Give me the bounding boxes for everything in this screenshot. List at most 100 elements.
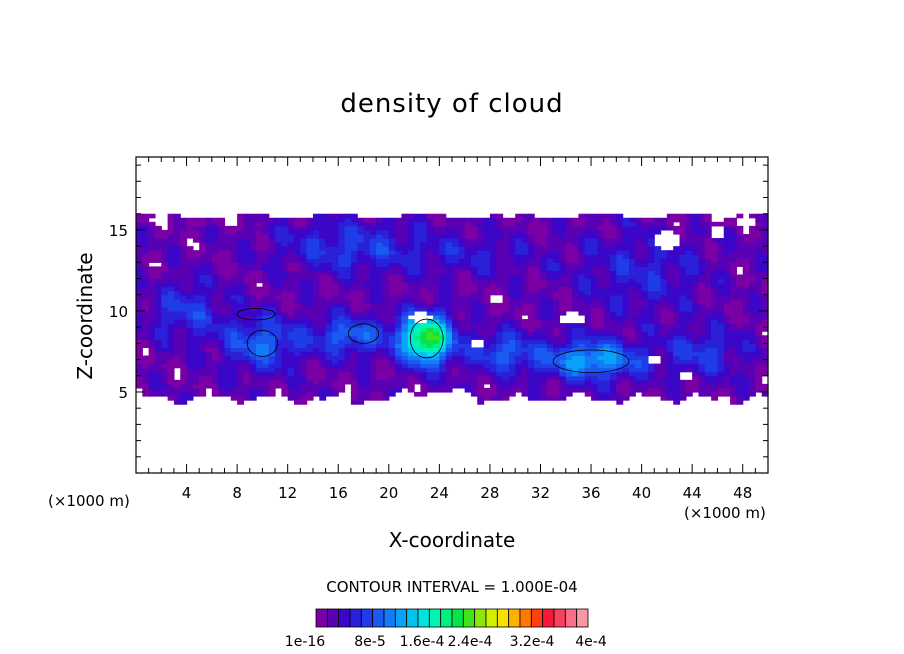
density-cell [186, 371, 194, 377]
density-cell [287, 371, 295, 377]
density-cell [761, 242, 769, 247]
density-cell [224, 278, 232, 284]
density-cell [685, 258, 693, 263]
density-cell [319, 391, 327, 397]
density-cell [331, 343, 339, 349]
density-cell [452, 339, 459, 344]
density-cell [186, 246, 194, 251]
density-cell [654, 379, 662, 385]
density-cell [230, 233, 238, 239]
density-cell [395, 323, 403, 328]
density-cell [287, 298, 295, 304]
density-cell [401, 302, 409, 308]
density-cell [673, 400, 681, 405]
density-cell [534, 335, 542, 340]
density-cell [470, 331, 478, 336]
density-cell [711, 355, 719, 361]
density-cell [230, 262, 238, 267]
density-cell [749, 233, 756, 239]
density-cell [224, 302, 232, 308]
density-cell [496, 221, 504, 227]
density-cell [610, 266, 617, 272]
density-cell [243, 233, 251, 239]
x-tick-label: 12 [278, 484, 297, 502]
density-cell [167, 302, 175, 308]
density-cell [508, 323, 516, 328]
density-cell [534, 396, 542, 401]
density-cell [470, 391, 478, 397]
density-cell [736, 282, 744, 288]
density-cell [508, 225, 516, 231]
density-cell [496, 391, 504, 397]
density-cell [736, 339, 744, 344]
density-cell [749, 246, 756, 251]
density-cell [641, 327, 649, 332]
density-cell [186, 266, 194, 272]
density-cell [300, 343, 308, 349]
density-cell [426, 286, 434, 292]
density-cell [338, 343, 346, 349]
density-cell [755, 363, 763, 369]
density-cell [319, 213, 327, 219]
density-cell [262, 391, 270, 397]
density-cell [553, 310, 561, 316]
density-cell [736, 319, 744, 324]
density-cell [584, 266, 592, 272]
density-cell [433, 233, 440, 239]
density-cell [572, 355, 579, 361]
density-cell [344, 278, 352, 284]
density-cell [192, 387, 200, 393]
density-cell [319, 343, 327, 349]
density-cell [287, 310, 295, 316]
density-cell [685, 250, 693, 255]
density-cell [685, 310, 693, 316]
density-cell [723, 339, 731, 344]
density-cell [300, 270, 308, 276]
density-cell [433, 246, 440, 251]
density-cell [376, 254, 384, 259]
density-cell [546, 375, 554, 381]
density-cell [154, 375, 162, 381]
density-cell [742, 238, 750, 243]
density-cell [230, 319, 238, 324]
density-cell [736, 400, 744, 405]
density-cell [426, 229, 434, 235]
density-cell [489, 339, 497, 344]
density-cell [584, 225, 592, 231]
density-cell [192, 371, 200, 377]
density-cell [294, 278, 301, 284]
density-cell [224, 286, 232, 292]
density-cell [553, 233, 561, 239]
density-cell [692, 383, 700, 389]
density-cell [173, 327, 181, 332]
density-cell [489, 319, 497, 324]
density-cell [300, 331, 308, 336]
density-cell [388, 286, 396, 292]
density-cell [407, 375, 415, 381]
density-cell [502, 310, 510, 316]
density-cell [173, 396, 181, 401]
density-cell [268, 323, 276, 328]
density-cell [395, 274, 403, 280]
density-cell [211, 233, 219, 239]
density-cell [464, 363, 472, 369]
density-cell [439, 266, 447, 272]
density-cell [477, 294, 485, 300]
density-cell [711, 347, 719, 353]
density-cell [553, 339, 561, 344]
density-cell [635, 351, 643, 357]
density-cell [534, 367, 542, 373]
density-cell [572, 298, 579, 304]
density-cell [616, 262, 624, 267]
density-cell [407, 359, 415, 365]
density-cell [572, 262, 579, 267]
density-cell [553, 238, 561, 243]
density-cell [673, 278, 681, 284]
density-cell [540, 266, 548, 272]
density-cell [616, 339, 624, 344]
density-cell [711, 221, 719, 227]
density-cell [237, 254, 245, 259]
density-cell [704, 375, 712, 381]
density-cell [401, 254, 409, 259]
density-cell [698, 286, 706, 292]
